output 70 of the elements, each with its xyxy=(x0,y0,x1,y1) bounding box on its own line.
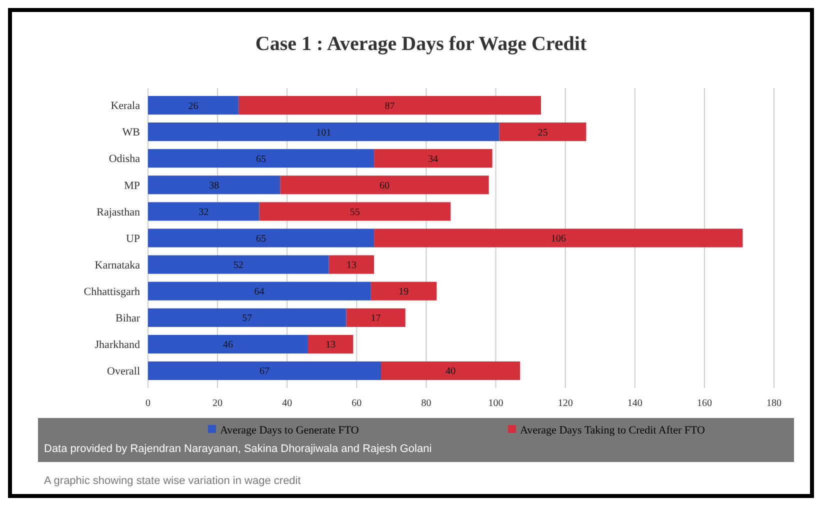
y-tick-label: Kerala xyxy=(110,100,140,112)
data-label: 13 xyxy=(346,260,356,272)
y-tick-label: MP xyxy=(124,180,140,192)
bar xyxy=(148,176,280,194)
bar xyxy=(148,149,374,168)
data-label: 65 xyxy=(256,154,266,165)
data-label: 19 xyxy=(398,286,409,298)
x-tick-label: 20 xyxy=(212,398,223,409)
bar xyxy=(148,308,346,327)
data-label: 101 xyxy=(316,127,332,138)
bar xyxy=(308,334,354,354)
y-tick-label: Bihar xyxy=(116,312,140,324)
bar xyxy=(148,361,382,380)
data-label: 52 xyxy=(233,260,244,272)
data-label: 17 xyxy=(370,313,381,324)
bar xyxy=(148,334,308,354)
data-label: 32 xyxy=(198,206,209,218)
y-tick-label: Jharkhand xyxy=(94,339,140,352)
y-tick-label: Overall xyxy=(107,366,140,378)
data-label: 67 xyxy=(260,366,270,378)
data-label: 38 xyxy=(209,180,220,192)
bar xyxy=(499,122,586,142)
bar xyxy=(259,202,451,221)
bar xyxy=(238,96,541,115)
legend-label: Average Days Taking to Credit After FTO xyxy=(520,424,706,436)
y-tick-label: WB xyxy=(122,126,140,139)
x-tick-label: 120 xyxy=(558,398,573,409)
data-label: 55 xyxy=(350,206,360,218)
data-label: 64 xyxy=(254,286,264,298)
text: Data provided by Rajendran Narayanan, Sakina Dhorajiwala and Rajesh Golani xyxy=(44,443,432,455)
data-label: 46 xyxy=(222,340,233,351)
data-label: 65 xyxy=(256,234,266,244)
x-tick-label: 80 xyxy=(421,398,432,409)
x-tick-label: 160 xyxy=(696,398,712,409)
bar xyxy=(381,361,520,380)
data-label: 25 xyxy=(538,127,548,138)
data-label: 13 xyxy=(326,340,336,351)
bar xyxy=(280,176,489,194)
data-label: 60 xyxy=(379,180,390,192)
data-label: 40 xyxy=(446,366,456,378)
bar xyxy=(374,149,492,168)
bar xyxy=(148,255,329,274)
y-tick-label: Karnataka xyxy=(94,259,140,272)
data-label: 34 xyxy=(428,154,438,165)
legend-label: Average Days to Generate FTO xyxy=(220,424,359,436)
x-tick-label: 60 xyxy=(352,398,362,409)
bar xyxy=(370,282,437,300)
x-tick-label: 0 xyxy=(146,398,150,409)
bar xyxy=(346,308,406,327)
bar xyxy=(328,255,374,274)
x-tick-label: 180 xyxy=(766,398,782,409)
x-tick-label: 140 xyxy=(627,398,642,409)
bar xyxy=(148,228,374,248)
y-tick-label: Chhattisgarh xyxy=(84,286,140,298)
y-tick-label: UP xyxy=(126,232,140,245)
x-tick-label: 40 xyxy=(282,398,292,409)
bar xyxy=(148,122,500,142)
x-tick-label: 100 xyxy=(488,398,504,409)
data-label: 106 xyxy=(550,234,566,244)
bar xyxy=(148,282,371,300)
data-label: 87 xyxy=(384,100,395,112)
bar xyxy=(148,96,238,115)
chart-title: Case 1 : Average Days for Wage Credit xyxy=(255,33,587,55)
text: A graphic showing state wise variation in wage credit xyxy=(44,475,301,487)
data-label: 57 xyxy=(242,313,252,324)
y-tick-label: Rajasthan xyxy=(96,206,140,218)
bar xyxy=(148,202,260,221)
data-label: 26 xyxy=(188,100,198,112)
bar xyxy=(374,228,743,248)
y-tick-label: Odisha xyxy=(108,153,140,166)
